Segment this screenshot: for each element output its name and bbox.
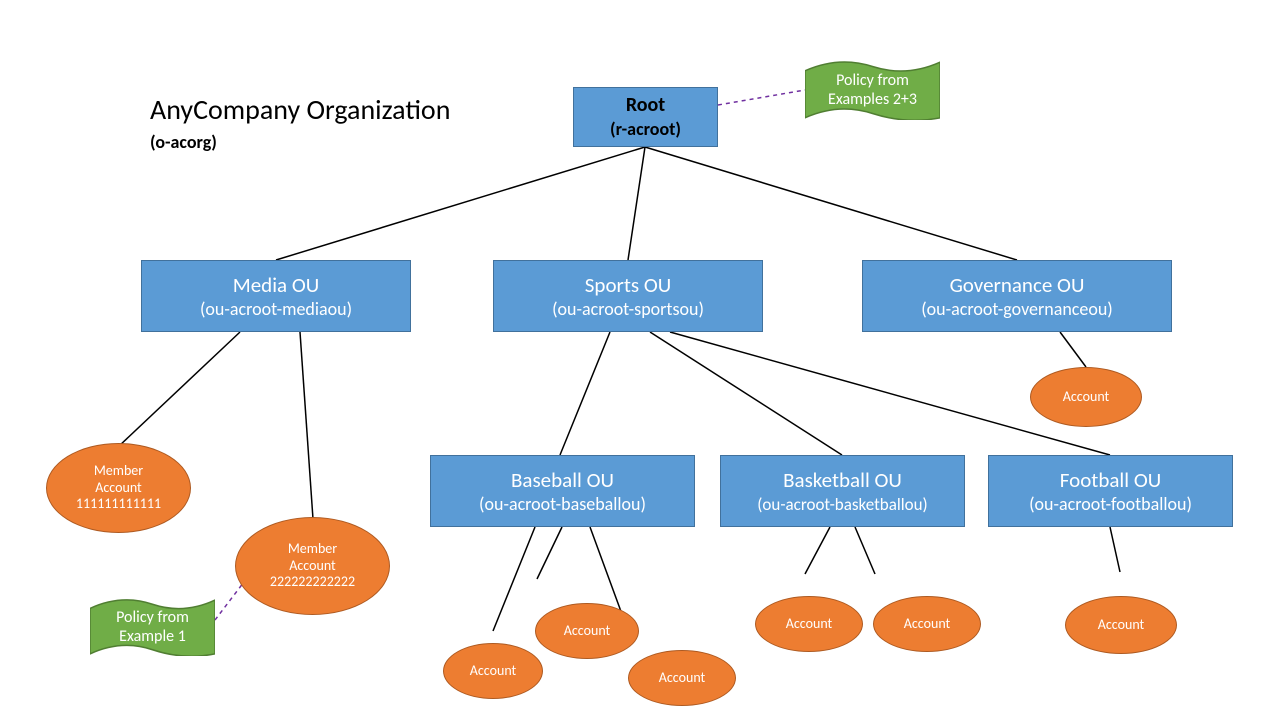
edge [560,332,610,455]
edge [628,147,645,260]
node-label-line: 111111111111 [76,496,161,513]
edge [300,332,313,519]
node-acct_media1: MemberAccount111111111111 [46,443,191,533]
node-label-line: Account [289,558,335,575]
node-acct_bk_1: Account [755,596,863,652]
edge [276,147,645,260]
node-baseball: Baseball OU(ou-acroot-baseballou) [430,455,695,527]
node-label-line: Account [786,616,832,633]
edge [493,527,535,631]
node-label-line: Sports OU [585,272,671,298]
node-label-line: (ou-acroot-mediaou) [200,298,352,321]
node-acct_bb_2: Account [535,603,639,659]
node-acct_bb_1: Account [443,643,543,699]
node-basketball: Basketball OU(ou-acroot-basketballou) [720,455,965,527]
node-label-line: Account [95,480,141,497]
flag-label-line: Example 1 [116,627,189,646]
node-label-line: Media OU [233,272,319,298]
node-label-line: Root [626,93,665,118]
edge [1110,527,1120,572]
node-acct_bb_3: Account [628,650,736,706]
node-label-line: Account [470,663,516,680]
node-label-line: Account [659,670,705,687]
node-label-line: Account [564,623,610,640]
node-label-line: Member [94,463,143,480]
node-label-line: Governance OU [950,272,1085,298]
flag-label-line: Policy from [828,71,917,90]
edge [537,527,562,579]
flag-label: Policy fromExample 1 [116,608,189,646]
flag-label: Policy fromExamples 2+3 [828,71,917,109]
flag-flag_ex1: Policy fromExample 1 [90,598,215,656]
flag-label-line: Examples 2+3 [828,90,917,109]
node-root: Root(r-acroot) [573,87,718,147]
node-media: Media OU(ou-acroot-mediaou) [141,260,411,332]
node-label-line: Account [1098,617,1144,634]
node-acct_fb_1: Account [1065,596,1177,654]
node-gov: Governance OU(ou-acroot-governanceou) [862,260,1172,332]
edge [805,527,830,574]
node-label-line: 222222222222 [270,574,355,591]
node-label-line: (ou-acroot-basketballou) [757,494,927,515]
node-label-line: Baseball OU [511,467,614,493]
node-acct_bk_2: Account [873,596,981,652]
node-sports: Sports OU(ou-acroot-sportsou) [493,260,763,332]
node-label-line: Member [288,541,337,558]
node-acct_gov: Account [1030,367,1142,427]
flag-label-line: Policy from [116,608,189,627]
title-line1: AnyCompany Organization [150,92,450,127]
diagram-title: AnyCompany Organization (o-acorg) [150,92,450,153]
node-football: Football OU(ou-acroot-footballou) [988,455,1233,527]
node-label-line: (r-acroot) [610,118,681,141]
node-label-line: Account [1063,389,1109,406]
node-label-line: (ou-acroot-sportsou) [552,298,704,321]
edge [650,332,842,455]
edge [645,147,1017,260]
node-label-line: Basketball OU [783,467,902,493]
node-acct_media2: MemberAccount222222222222 [235,517,390,615]
title-line2: (o-acorg) [150,131,450,153]
flag-flag_root: Policy fromExamples 2+3 [805,60,940,120]
edge [118,332,240,447]
node-label-line: Football OU [1060,467,1161,493]
node-label-line: (ou-acroot-governanceou) [921,298,1113,321]
dashed-edge [718,90,805,105]
edge [1060,332,1086,367]
node-label-line: (ou-acroot-footballou) [1029,493,1192,516]
node-label-line: (ou-acroot-baseballou) [479,493,646,516]
node-label-line: Account [904,616,950,633]
edge [855,527,875,574]
